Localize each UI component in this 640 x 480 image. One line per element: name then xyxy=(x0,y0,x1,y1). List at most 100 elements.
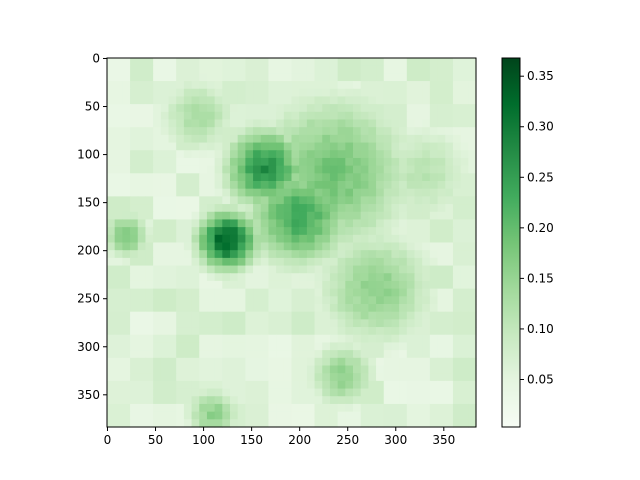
heatmap-cell xyxy=(137,127,147,136)
heatmap-cell xyxy=(422,165,431,174)
heatmap-cell xyxy=(145,350,154,359)
heatmap-cell xyxy=(176,357,185,367)
heatmap-cell xyxy=(276,242,285,251)
heatmap-cell xyxy=(183,165,193,174)
heatmap-cell xyxy=(253,58,262,67)
heatmap-cell xyxy=(299,227,308,236)
heatmap-cell xyxy=(445,142,454,151)
heatmap-cell xyxy=(153,350,162,359)
heatmap-cell xyxy=(283,304,293,313)
heatmap-cell xyxy=(329,134,339,144)
x-tick-label: 150 xyxy=(240,433,263,447)
heatmap-cell xyxy=(329,357,339,367)
heatmap-cell xyxy=(245,65,254,74)
heatmap-cell xyxy=(383,119,393,128)
heatmap-cell xyxy=(160,280,170,290)
heatmap-cell xyxy=(468,65,477,74)
heatmap-cell xyxy=(222,104,231,113)
heatmap-cell xyxy=(214,58,223,67)
heatmap-cell xyxy=(191,388,200,397)
heatmap-cell xyxy=(445,58,454,67)
heatmap-cell xyxy=(253,265,262,274)
heatmap-cell xyxy=(345,204,354,213)
heatmap-cell xyxy=(253,311,262,320)
heatmap-cell xyxy=(414,173,423,182)
heatmap-cell xyxy=(230,227,239,236)
heatmap-cell xyxy=(107,280,116,290)
colorbar xyxy=(501,57,521,428)
heatmap-cell xyxy=(329,173,339,182)
heatmap-cell xyxy=(168,365,177,374)
heatmap-cell xyxy=(260,373,270,382)
heatmap-cell xyxy=(399,396,408,405)
heatmap-cell xyxy=(245,73,254,82)
colorbar-tick-label: 0.30 xyxy=(527,120,554,134)
heatmap-cell xyxy=(383,211,393,221)
heatmap-cell xyxy=(383,104,393,113)
heatmap-cell xyxy=(137,165,147,174)
heatmap-cell xyxy=(168,242,177,251)
heatmap-cell xyxy=(114,327,123,336)
heatmap-cell xyxy=(460,96,469,105)
heatmap-cell xyxy=(260,88,270,98)
heatmap-cell xyxy=(122,96,131,105)
heatmap-cell xyxy=(337,65,346,74)
heatmap-cell xyxy=(468,357,477,367)
heatmap-cell xyxy=(199,88,208,98)
heatmap-cell xyxy=(329,234,339,244)
heatmap-cell xyxy=(191,357,200,367)
heatmap-cell xyxy=(314,373,323,382)
heatmap-cell xyxy=(376,288,385,297)
colorbar-axis: 0.050.100.150.200.250.300.35 xyxy=(520,69,554,386)
heatmap-cell xyxy=(122,419,131,428)
heatmap-cell xyxy=(168,96,177,105)
heatmap-cell xyxy=(176,280,185,290)
heatmap-cell xyxy=(237,273,246,282)
heatmap-cell xyxy=(322,204,331,213)
heatmap-cell xyxy=(329,296,339,305)
heatmap-cell xyxy=(122,196,131,205)
heatmap-cell xyxy=(345,127,354,136)
heatmap-cell xyxy=(429,334,439,344)
heatmap-cell xyxy=(329,88,339,98)
heatmap-cell xyxy=(383,296,393,305)
heatmap-cell xyxy=(206,150,216,159)
heatmap-cell xyxy=(191,81,200,90)
heatmap-cell xyxy=(437,288,446,297)
heatmap-cell xyxy=(245,104,254,113)
heatmap-cell xyxy=(429,296,439,305)
heatmap-cell xyxy=(452,388,462,397)
heatmap-cell xyxy=(437,73,446,82)
heatmap-cell xyxy=(276,119,285,128)
heatmap-cell xyxy=(460,196,469,205)
heatmap-cell xyxy=(414,242,423,251)
heatmap-cell xyxy=(153,219,162,228)
heatmap-cell xyxy=(353,227,362,236)
heatmap-cell xyxy=(176,334,185,344)
heatmap-cell xyxy=(337,350,346,359)
heatmap-cell xyxy=(214,173,223,182)
heatmap-cell xyxy=(414,81,423,90)
heatmap-cell xyxy=(360,357,369,367)
heatmap-cell xyxy=(329,396,339,405)
heatmap-cell xyxy=(230,273,239,282)
heatmap-cell xyxy=(337,242,346,251)
heatmap-cell xyxy=(206,304,216,313)
heatmap-cell xyxy=(214,211,223,221)
heatmap-cell xyxy=(445,311,454,320)
heatmap-cell xyxy=(337,127,346,136)
heatmap-cell xyxy=(130,273,139,282)
heatmap-cell xyxy=(230,196,239,205)
heatmap-cell xyxy=(299,119,308,128)
heatmap-cell xyxy=(145,380,154,390)
heatmap-cell xyxy=(253,242,262,251)
heatmap-cell xyxy=(345,227,354,236)
heatmap-cell xyxy=(222,350,231,359)
heatmap-cell xyxy=(353,304,362,313)
heatmap-cell xyxy=(122,204,131,213)
heatmap-cell xyxy=(306,204,316,213)
heatmap-cell xyxy=(230,119,239,128)
heatmap-cell xyxy=(337,219,346,228)
heatmap-cell xyxy=(291,150,300,159)
